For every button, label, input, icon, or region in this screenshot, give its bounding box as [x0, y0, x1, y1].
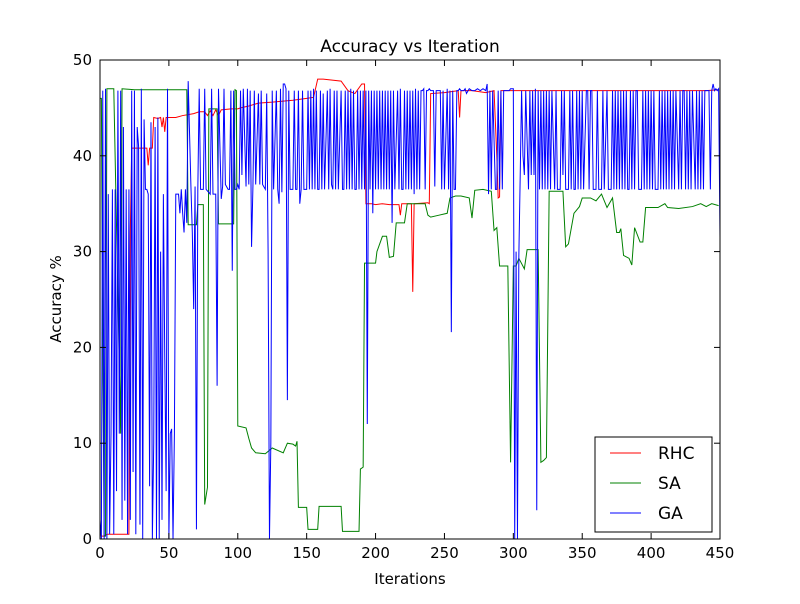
chart-title: Accuracy vs Iteration — [320, 37, 499, 57]
legend: RHC SA GA — [594, 436, 713, 533]
series-line-rhc — [100, 78, 719, 537]
legend-label-ga: GA — [658, 504, 683, 524]
y-tick-label: 30 — [73, 243, 92, 261]
y-tick-label: 20 — [73, 338, 92, 356]
series-layer — [100, 78, 720, 539]
legend-label-sa: SA — [658, 474, 681, 494]
y-tick-label: 50 — [73, 51, 92, 69]
x-tick-label: 350 — [568, 544, 597, 562]
x-tick-label: 50 — [159, 544, 178, 562]
x-tick-label: 400 — [637, 544, 666, 562]
x-tick-label: 450 — [706, 544, 735, 562]
y-tick-label: 10 — [73, 434, 92, 452]
x-tick-label: 0 — [95, 544, 105, 562]
y-tick-label: 0 — [82, 530, 92, 548]
series-line-sa — [100, 88, 719, 537]
x-tick-label: 100 — [223, 544, 252, 562]
legend-label-rhc: RHC — [658, 444, 694, 464]
plot-frame — [99, 59, 721, 540]
x-tick-label: 200 — [361, 544, 390, 562]
x-tick-label: 150 — [292, 544, 321, 562]
y-tick-label: 40 — [73, 147, 92, 165]
x-axis-ticks: 0 50 100 150 200 250 300 350 400 450 — [95, 60, 734, 562]
legend-items: RHC SA GA — [610, 444, 694, 524]
x-axis-label: Iterations — [374, 570, 446, 588]
y-axis-ticks: 0 10 20 30 40 50 — [73, 51, 720, 548]
y-axis-label: Accuracy % — [47, 255, 65, 343]
x-tick-label: 300 — [499, 544, 528, 562]
series-line-ga — [100, 81, 720, 539]
x-tick-label: 250 — [430, 544, 459, 562]
